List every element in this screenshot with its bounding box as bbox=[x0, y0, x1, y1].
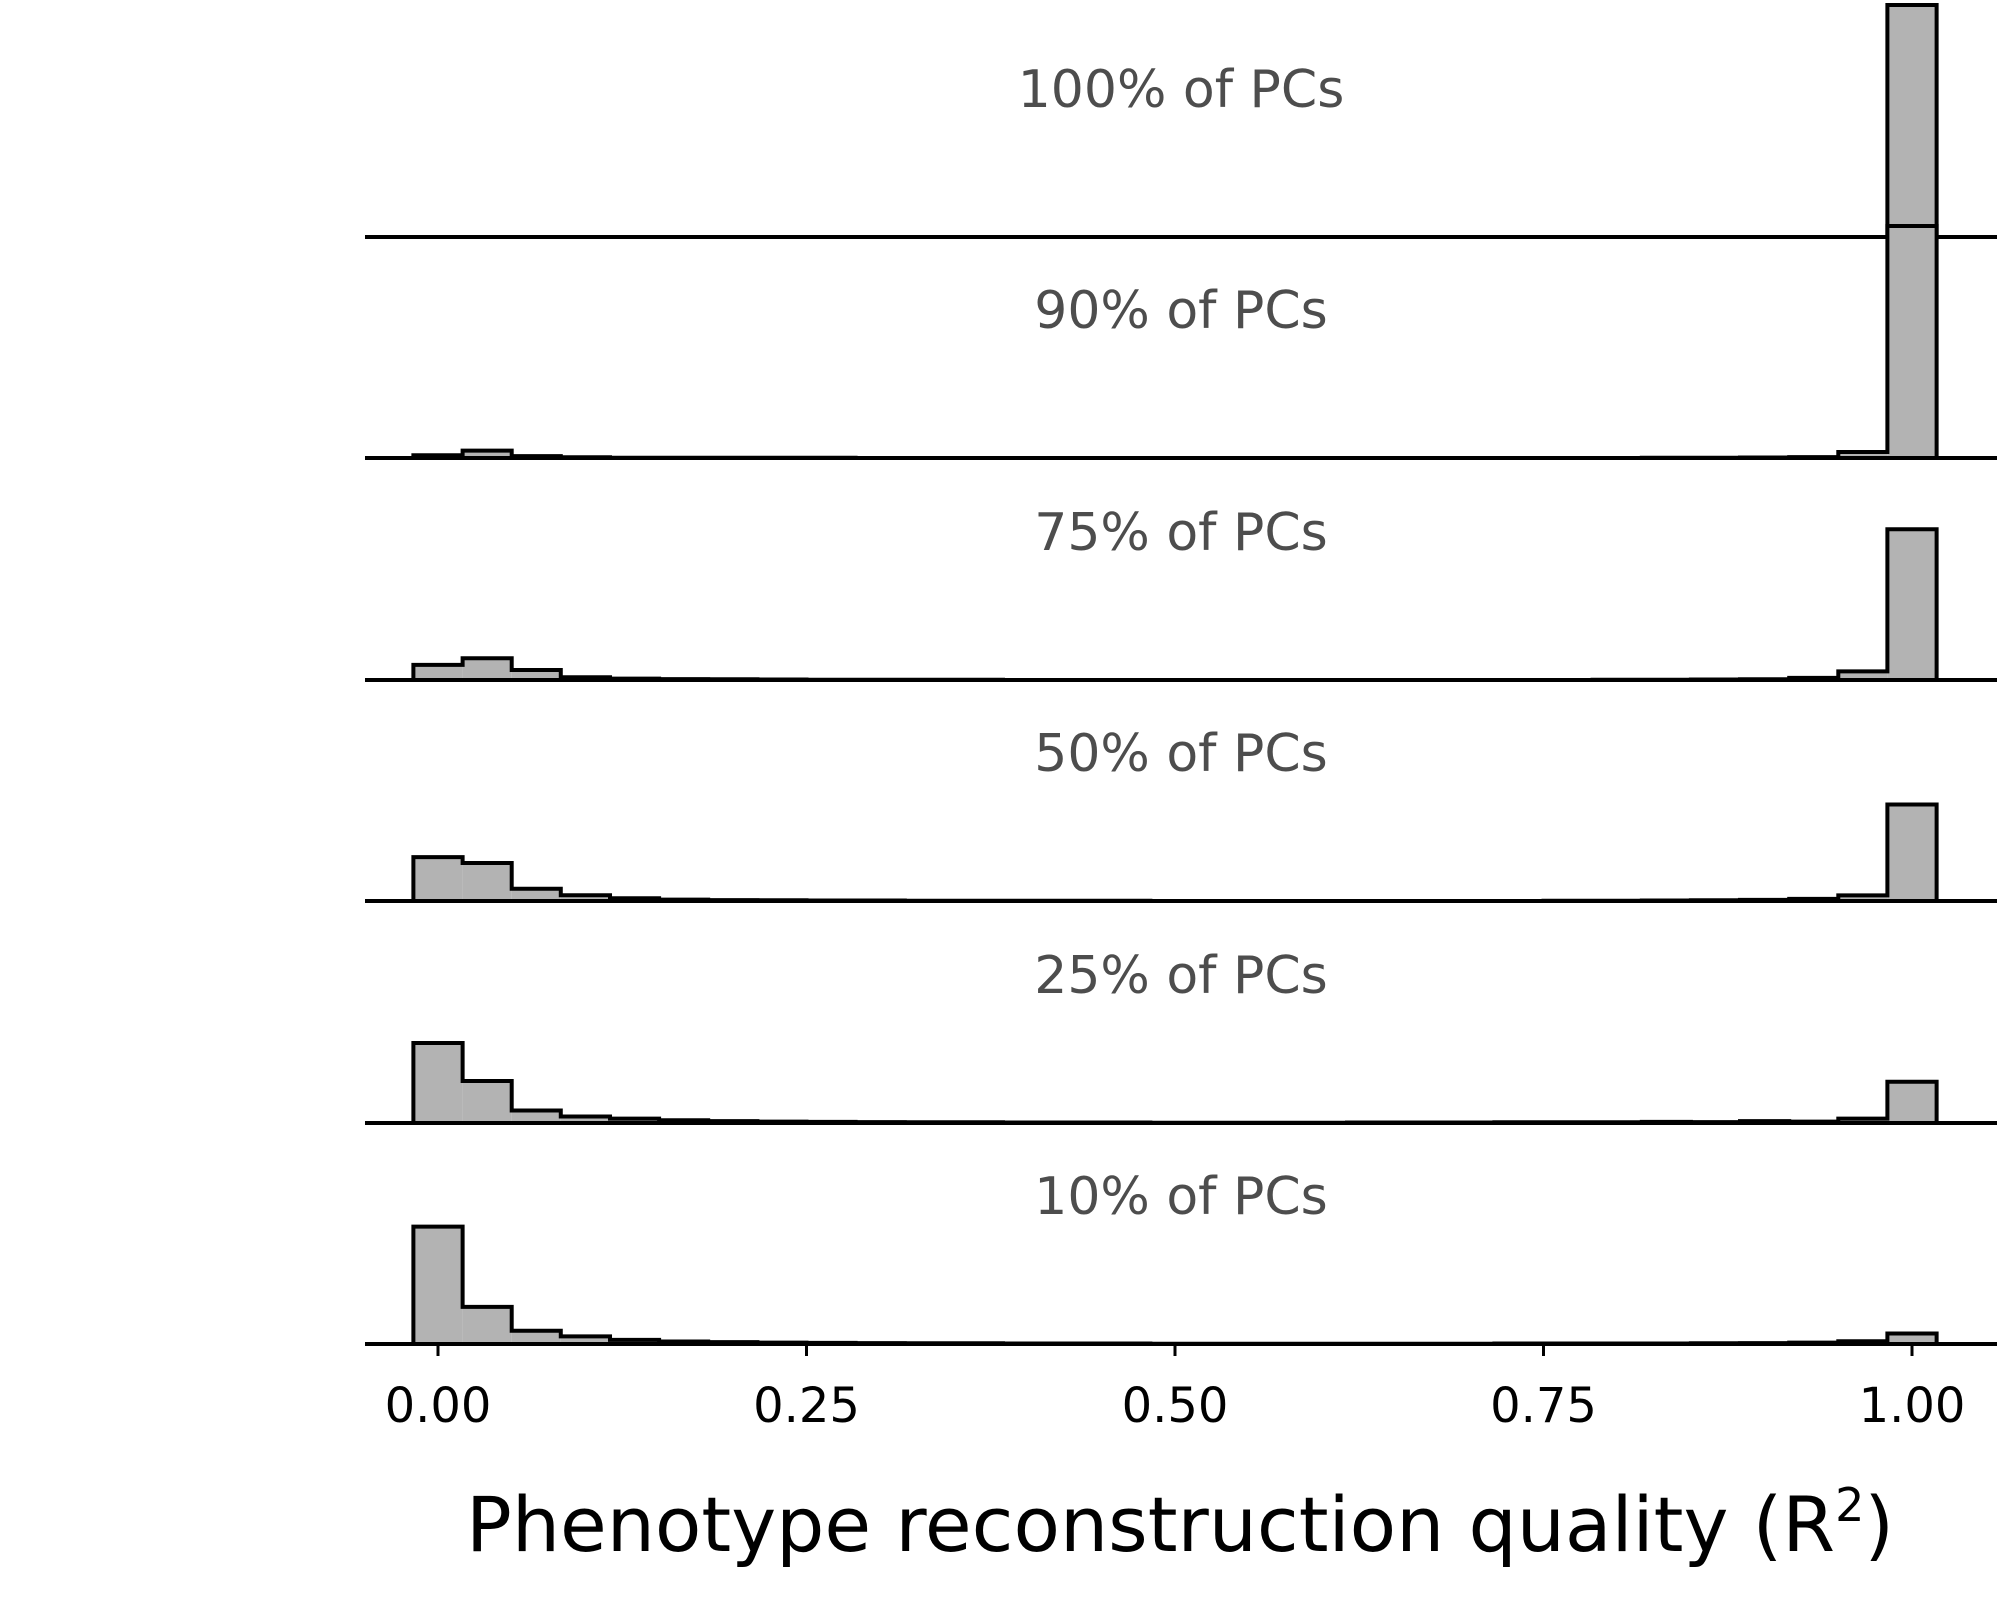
histogram-outline bbox=[413, 3, 1939, 239]
panel-label: 10% of PCs bbox=[1034, 1167, 1328, 1227]
x-axis-title-text: Phenotype reconstruction quality bbox=[466, 1480, 1728, 1569]
histogram-bar bbox=[1887, 226, 1937, 458]
panel-label: 25% of PCs bbox=[1034, 946, 1328, 1006]
histogram-outline bbox=[411, 1224, 1939, 1346]
panel-6: 10% of PCs bbox=[365, 1167, 1997, 1346]
x-axis-title-sup: 2 bbox=[1835, 1478, 1864, 1532]
histogram-bar bbox=[462, 1306, 512, 1344]
x-axis-title-var: R bbox=[1782, 1480, 1835, 1569]
histogram-bar bbox=[511, 1110, 561, 1123]
panel-label: 100% of PCs bbox=[1018, 60, 1345, 120]
histogram-bar bbox=[1887, 1081, 1937, 1123]
x-tick-label: 1.00 bbox=[1859, 1378, 1966, 1434]
histogram-bar bbox=[1887, 529, 1937, 680]
x-tick-label: 0.75 bbox=[1490, 1378, 1597, 1434]
x-tick-label: 0.00 bbox=[385, 1378, 492, 1434]
histogram-bar bbox=[511, 670, 561, 680]
histogram-bar bbox=[462, 862, 512, 901]
histogram-bar bbox=[610, 1118, 660, 1123]
panel-5: 25% of PCs bbox=[365, 946, 1997, 1125]
panel-1: 100% of PCs bbox=[365, 3, 1997, 239]
histogram-bar bbox=[511, 1330, 561, 1344]
histogram-bar bbox=[1838, 671, 1888, 680]
panel-2: 90% of PCs bbox=[365, 224, 1997, 460]
histogram-outline bbox=[411, 1040, 1939, 1125]
histogram-bar bbox=[1887, 1333, 1937, 1344]
histogram-bar bbox=[560, 1336, 611, 1344]
histogram-bar bbox=[511, 888, 561, 901]
histogram-bar bbox=[462, 1081, 512, 1123]
histogram-bar bbox=[1887, 804, 1937, 901]
histogram-bar bbox=[1838, 895, 1888, 901]
histogram-bar bbox=[462, 450, 512, 458]
histogram-bar bbox=[1838, 451, 1888, 458]
panel-label: 75% of PCs bbox=[1034, 503, 1328, 563]
x-tick-label: 0.50 bbox=[1122, 1378, 1229, 1434]
histogram-bar bbox=[560, 1116, 611, 1123]
panel-label: 90% of PCs bbox=[1034, 281, 1328, 341]
x-axis: 0.00 0.25 0.50 0.75 1.00 bbox=[385, 1344, 1966, 1434]
histogram-bar bbox=[1838, 1118, 1888, 1123]
histogram-bar bbox=[413, 1226, 463, 1344]
x-axis-title: Phenotype reconstruction quality (R2) bbox=[466, 1478, 1894, 1569]
histogram-bar bbox=[413, 1042, 463, 1123]
panel-3: 75% of PCs bbox=[365, 503, 1997, 682]
panels: 100% of PCs 90% of PCs 75% of PCs 50% of PC… bbox=[365, 3, 1997, 1346]
histogram-bar bbox=[413, 664, 463, 680]
histogram-outline bbox=[411, 802, 1939, 903]
histogram-bar bbox=[1887, 5, 1937, 237]
histogram-bar bbox=[413, 857, 463, 901]
histogram-outline bbox=[411, 224, 1939, 460]
panel-label: 50% of PCs bbox=[1034, 724, 1328, 784]
histogram-bar bbox=[560, 895, 611, 901]
x-tick-label: 0.25 bbox=[753, 1378, 860, 1434]
panel-4: 50% of PCs bbox=[365, 724, 1997, 903]
histogram-bar bbox=[462, 658, 512, 680]
histogram-bar bbox=[610, 1339, 660, 1344]
